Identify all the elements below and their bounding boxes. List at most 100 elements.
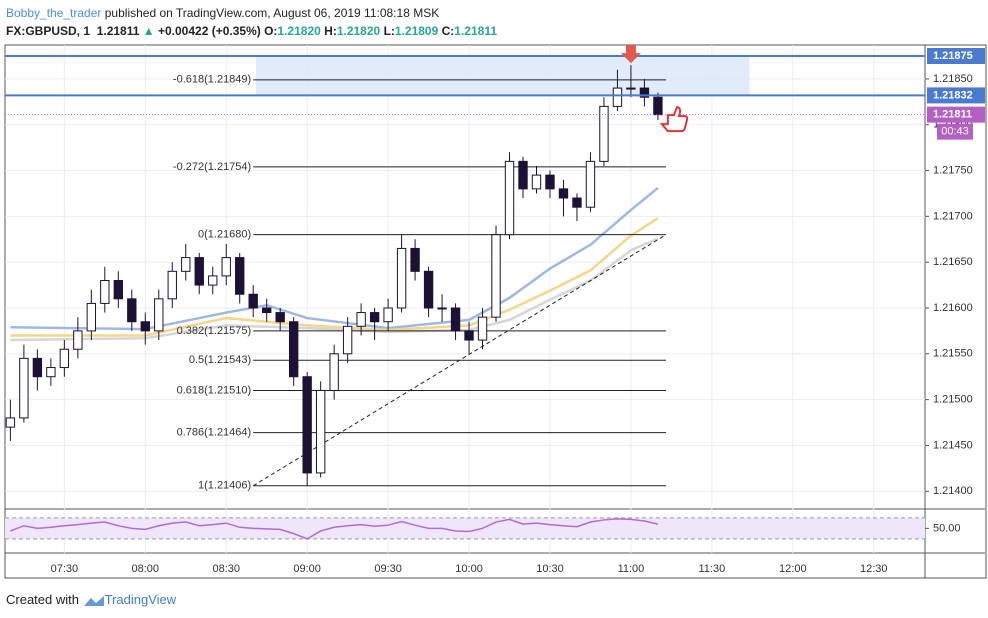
- zone: [255, 55, 750, 96]
- candle-body: [5, 417, 16, 428]
- ohlc-value: 1.21811: [454, 24, 498, 38]
- x-tick-label: 07:30: [51, 563, 79, 575]
- candle-body: [531, 174, 542, 190]
- author[interactable]: Bobby_the_trader: [6, 6, 102, 20]
- footer: Created with TradingView: [6, 592, 176, 608]
- y-tick-label: 1.21550: [933, 348, 973, 360]
- candle-body: [302, 376, 312, 474]
- price-label-bg: [927, 106, 985, 123]
- candle-body: [464, 330, 474, 341]
- candle-body: [626, 87, 636, 90]
- brand[interactable]: TradingView: [104, 592, 177, 607]
- candle-body: [154, 298, 164, 332]
- x-tick-label: 11:30: [699, 563, 726, 575]
- candle-body: [585, 160, 596, 208]
- ohlc-label: C:: [441, 24, 455, 38]
- candle-body: [437, 307, 447, 310]
- created: Created with: [6, 592, 79, 607]
- x-tick-label: 12:00: [779, 563, 807, 575]
- x-tick-label: 09:30: [374, 563, 402, 575]
- candle-body: [599, 105, 609, 162]
- candle-body: [572, 197, 582, 208]
- candle-body: [545, 174, 555, 190]
- up-icon: ▲: [142, 24, 155, 38]
- candle-body: [127, 298, 137, 323]
- candle-body: [262, 307, 272, 314]
- header-line: FX:GBPUSD, 1 1.21811 ▲ +0.00422 (+0.35%)…: [6, 22, 497, 40]
- candle-body: [46, 367, 56, 378]
- header: Bobby_the_trader published on TradingVie…: [6, 4, 497, 40]
- fib-label: -0.272(1.21754): [173, 161, 251, 173]
- price-label: 1.21811: [933, 109, 972, 121]
- rsi-line: [10, 518, 659, 540]
- countdown-bg: [937, 123, 973, 140]
- candle-body: [410, 247, 420, 272]
- y-tick-label: 1.21500: [933, 394, 973, 406]
- ohlc-value: 1.21820: [336, 24, 381, 38]
- candle-body: [19, 357, 29, 419]
- x-tick-label: 11:00: [618, 563, 645, 575]
- plot-frame: [4, 44, 987, 579]
- candle-body: [491, 234, 501, 318]
- countdown: 00:43: [941, 126, 969, 138]
- candle-body: [558, 188, 569, 199]
- moving-average: [10, 186, 659, 331]
- change: +0.00422 (+0.35%): [157, 24, 261, 38]
- candle-body: [383, 307, 393, 323]
- candle-body: [100, 279, 110, 304]
- moving-average: [10, 217, 659, 337]
- fib-label: 0(1.21680): [198, 229, 251, 241]
- candle-body: [181, 257, 191, 272]
- y-tick-label: 1.21850: [933, 73, 973, 85]
- candle-body: [450, 307, 461, 332]
- candle-body: [208, 275, 218, 286]
- fib-label: 0.5(1.21543): [189, 354, 251, 366]
- candle-body: [396, 247, 407, 309]
- rsi-band: [5, 517, 925, 539]
- ohlc: O:1.21820 H:1.21820 L:1.21809 C:1.21811: [264, 24, 497, 38]
- x-tick-label: 08:00: [132, 563, 160, 575]
- candle-body: [32, 357, 43, 378]
- x-tick-label: 10:30: [536, 563, 564, 575]
- candle-body: [235, 257, 245, 295]
- ohlc-value: 1.21820: [277, 24, 321, 38]
- candle-body: [356, 312, 366, 327]
- price-label: 1.21875: [933, 50, 973, 62]
- candle-body: [369, 312, 380, 323]
- y-tick-label: 1.21750: [933, 164, 973, 176]
- candle-body: [653, 96, 663, 116]
- candle-body: [423, 270, 434, 309]
- fib-label: -0.618(1.21849): [173, 74, 251, 86]
- candle-body: [504, 160, 515, 236]
- y-tick-label: 1.21650: [933, 256, 973, 268]
- candle-body: [221, 257, 231, 277]
- y-tick-label: 1.21600: [933, 302, 973, 314]
- y-tick-label: 1.21450: [933, 439, 973, 451]
- ohlc-value: 1.21809: [394, 24, 439, 38]
- published: published on TradingView.com, August 06,…: [104, 6, 440, 20]
- candle-body: [477, 316, 488, 341]
- candle-body: [342, 325, 353, 355]
- fib-label: 0.786(1.21464): [177, 427, 252, 439]
- fib-label: 0.382(1.21575): [177, 325, 252, 337]
- ohlc-label: O:: [264, 24, 278, 38]
- symbol: FX:GBPUSD, 1: [6, 24, 91, 38]
- x-tick-label: 12:30: [860, 563, 888, 575]
- fib-label: 1(1.21406): [198, 480, 251, 492]
- candle-body: [167, 270, 177, 300]
- x-tick-label: 08:30: [212, 563, 240, 575]
- candle-body: [275, 312, 285, 323]
- x-tick-label: 10:00: [455, 563, 483, 575]
- candle-body: [518, 160, 528, 190]
- candle-body: [248, 293, 258, 309]
- logo: [83, 595, 104, 606]
- rsi-tick-label: 50.00: [933, 522, 961, 534]
- price-label: 1.21832: [933, 89, 973, 101]
- candle-body: [329, 353, 339, 391]
- header-line: Bobby_the_trader published on TradingVie…: [6, 4, 497, 22]
- candle-body: [288, 321, 299, 378]
- candle-body: [59, 348, 70, 369]
- hand-icon: [659, 106, 689, 133]
- candle-body: [612, 87, 623, 107]
